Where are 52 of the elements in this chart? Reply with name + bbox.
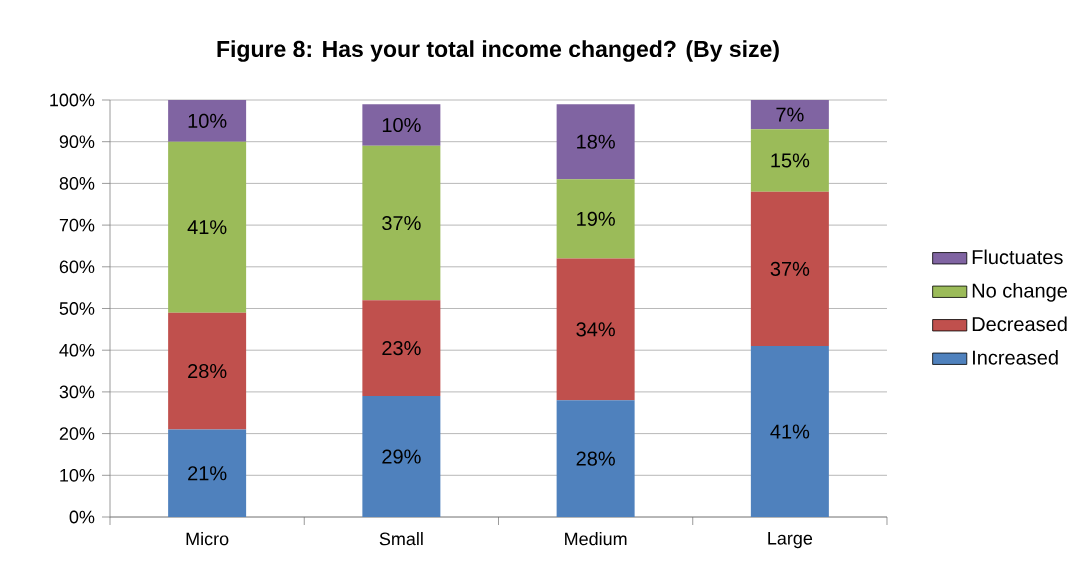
data-label: 37%: [770, 261, 810, 276]
data-label: 15%: [771, 153, 810, 168]
x-tick-label: Large: [768, 532, 813, 549]
data-label: 10%: [188, 113, 227, 128]
data-label: 21%: [188, 466, 227, 481]
data-label: 10%: [382, 117, 421, 133]
legend-label: Increased: [973, 349, 1058, 365]
bar: [168, 312, 247, 430]
data-label: 18%: [577, 134, 615, 149]
x-tick-label: Small: [379, 532, 423, 546]
y-tick-label: 20%: [59, 427, 95, 440]
legend-label: Decreased: [972, 316, 1067, 332]
data-label: 29%: [382, 449, 421, 464]
y-tick-label: 60%: [59, 260, 95, 274]
data-label: 41%: [187, 220, 227, 235]
bar: [168, 141, 247, 313]
bar: [556, 400, 635, 517]
y-tick-label: 50%: [59, 302, 95, 315]
bar: [750, 100, 829, 130]
bar: [750, 129, 829, 192]
bar: [556, 179, 635, 259]
legend-label: Fluctuates: [972, 249, 1063, 265]
data-label: 28%: [188, 363, 227, 379]
data-label: 23%: [382, 341, 421, 356]
data-label: 7%: [776, 107, 804, 122]
bar: [362, 396, 441, 517]
y-tick-label: 80%: [59, 177, 95, 190]
bar: [362, 104, 441, 146]
chart-title: Figure 8: Has your total income changed? (By size): [217, 40, 779, 62]
y-tick-label: 0%: [69, 510, 95, 524]
y-tick-label: 30%: [59, 385, 95, 399]
data-label: 41%: [770, 424, 810, 439]
bar: [168, 429, 247, 517]
data-label: 34%: [576, 322, 615, 337]
x-tick-label: Medium: [565, 532, 627, 546]
y-tick-label: 100%: [50, 93, 95, 107]
data-label: 19%: [577, 211, 615, 226]
bar: [556, 104, 635, 180]
x-tick-label: Micro: [186, 532, 229, 546]
bar: [168, 100, 247, 142]
y-tick-label: 90%: [59, 135, 95, 149]
y-tick-label: 40%: [59, 343, 95, 357]
bar: [556, 258, 635, 401]
legend-label: No change: [972, 283, 1067, 302]
bar: [750, 191, 829, 347]
y-tick-label: 10%: [60, 468, 95, 482]
bar: [362, 145, 441, 301]
bar: [750, 346, 829, 517]
data-label: 28%: [576, 451, 615, 466]
bar: [362, 300, 441, 397]
data-label: 37%: [382, 215, 421, 231]
y-tick-label: 70%: [59, 218, 95, 232]
